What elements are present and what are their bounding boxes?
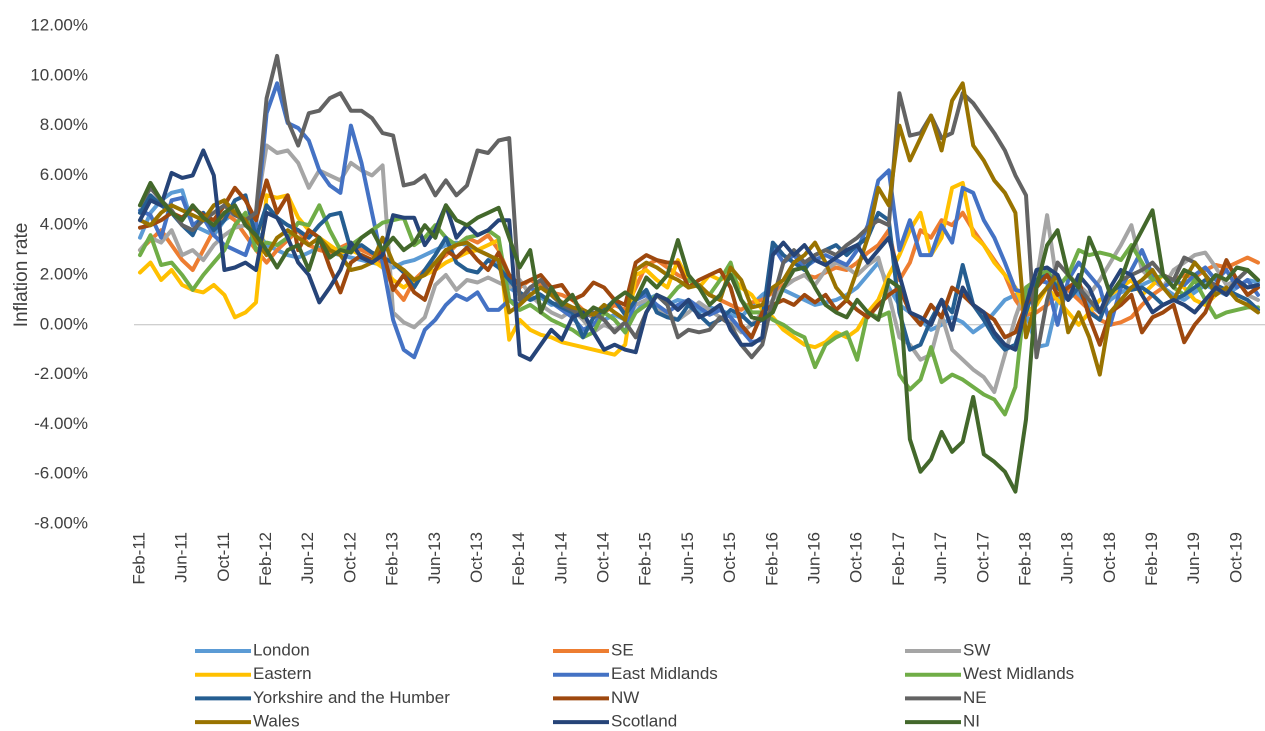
legend-label: London — [253, 640, 310, 659]
legend-label: NE — [963, 688, 987, 707]
legend-label: SE — [611, 640, 634, 659]
x-tick-label: Oct-17 — [973, 532, 992, 583]
y-axis-title: Inflation rate — [11, 223, 32, 328]
x-tick-label: Feb-15 — [636, 532, 655, 586]
y-tick-label: -2.00% — [34, 364, 88, 383]
y-tick-label: 2.00% — [40, 264, 88, 283]
x-tick-label: Oct-19 — [1226, 532, 1245, 583]
y-tick-label: 0.00% — [40, 314, 88, 333]
x-tick-label: Oct-15 — [720, 532, 739, 583]
x-tick-label: Feb-12 — [256, 532, 275, 586]
y-tick-label: 12.00% — [30, 15, 88, 34]
x-tick-label: Jun-12 — [298, 532, 317, 584]
x-tick-label: Jun-11 — [172, 532, 191, 583]
y-tick-label: 10.00% — [30, 65, 88, 84]
series-line — [138, 81, 1260, 360]
y-tick-label: -8.00% — [34, 513, 88, 532]
x-tick-label: Jun-13 — [425, 532, 444, 584]
series-line — [138, 180, 1260, 494]
legend-label: NW — [611, 688, 639, 707]
legend-label: NI — [963, 712, 980, 731]
x-tick-label: Jun-15 — [678, 532, 697, 584]
x-tick-label: Oct-11 — [214, 532, 233, 582]
x-tick-label: Feb-11 — [129, 532, 148, 585]
y-tick-label: -6.00% — [34, 464, 88, 483]
legend-label: West Midlands — [963, 664, 1074, 683]
y-tick-label: 8.00% — [40, 115, 88, 134]
x-tick-label: Oct-16 — [847, 532, 866, 583]
series-line — [138, 148, 1260, 362]
x-tick-label: Jun-14 — [551, 532, 570, 584]
x-tick-label: Feb-19 — [1142, 532, 1161, 586]
x-tick-label: Jun-16 — [805, 532, 824, 584]
x-tick-label: Oct-12 — [340, 532, 359, 583]
legend-label: East Midlands — [611, 664, 718, 683]
x-tick-label: Feb-16 — [762, 532, 781, 586]
x-tick-label: Feb-17 — [889, 532, 908, 586]
legend-label: Scotland — [611, 712, 677, 731]
legend-label: Eastern — [253, 664, 312, 683]
legend-label: Yorkshire and the Humber — [253, 688, 450, 707]
x-tick-label: Oct-14 — [594, 532, 613, 583]
x-tick-label: Oct-18 — [1100, 532, 1119, 583]
x-tick-label: Oct-13 — [467, 532, 486, 583]
legend-label: SW — [963, 640, 990, 659]
y-tick-label: 4.00% — [40, 215, 88, 234]
y-tick-label: 6.00% — [40, 165, 88, 184]
legend-label: Wales — [253, 712, 300, 731]
series-line — [138, 178, 1260, 347]
x-tick-label: Feb-13 — [383, 532, 402, 586]
x-tick-label: Jun-18 — [1058, 532, 1077, 584]
x-tick-label: Jun-19 — [1184, 532, 1203, 584]
y-tick-label: -4.00% — [34, 414, 88, 433]
x-tick-label: Feb-14 — [509, 532, 528, 586]
x-tick-label: Feb-18 — [1015, 532, 1034, 586]
x-tick-label: Jun-17 — [931, 532, 950, 584]
